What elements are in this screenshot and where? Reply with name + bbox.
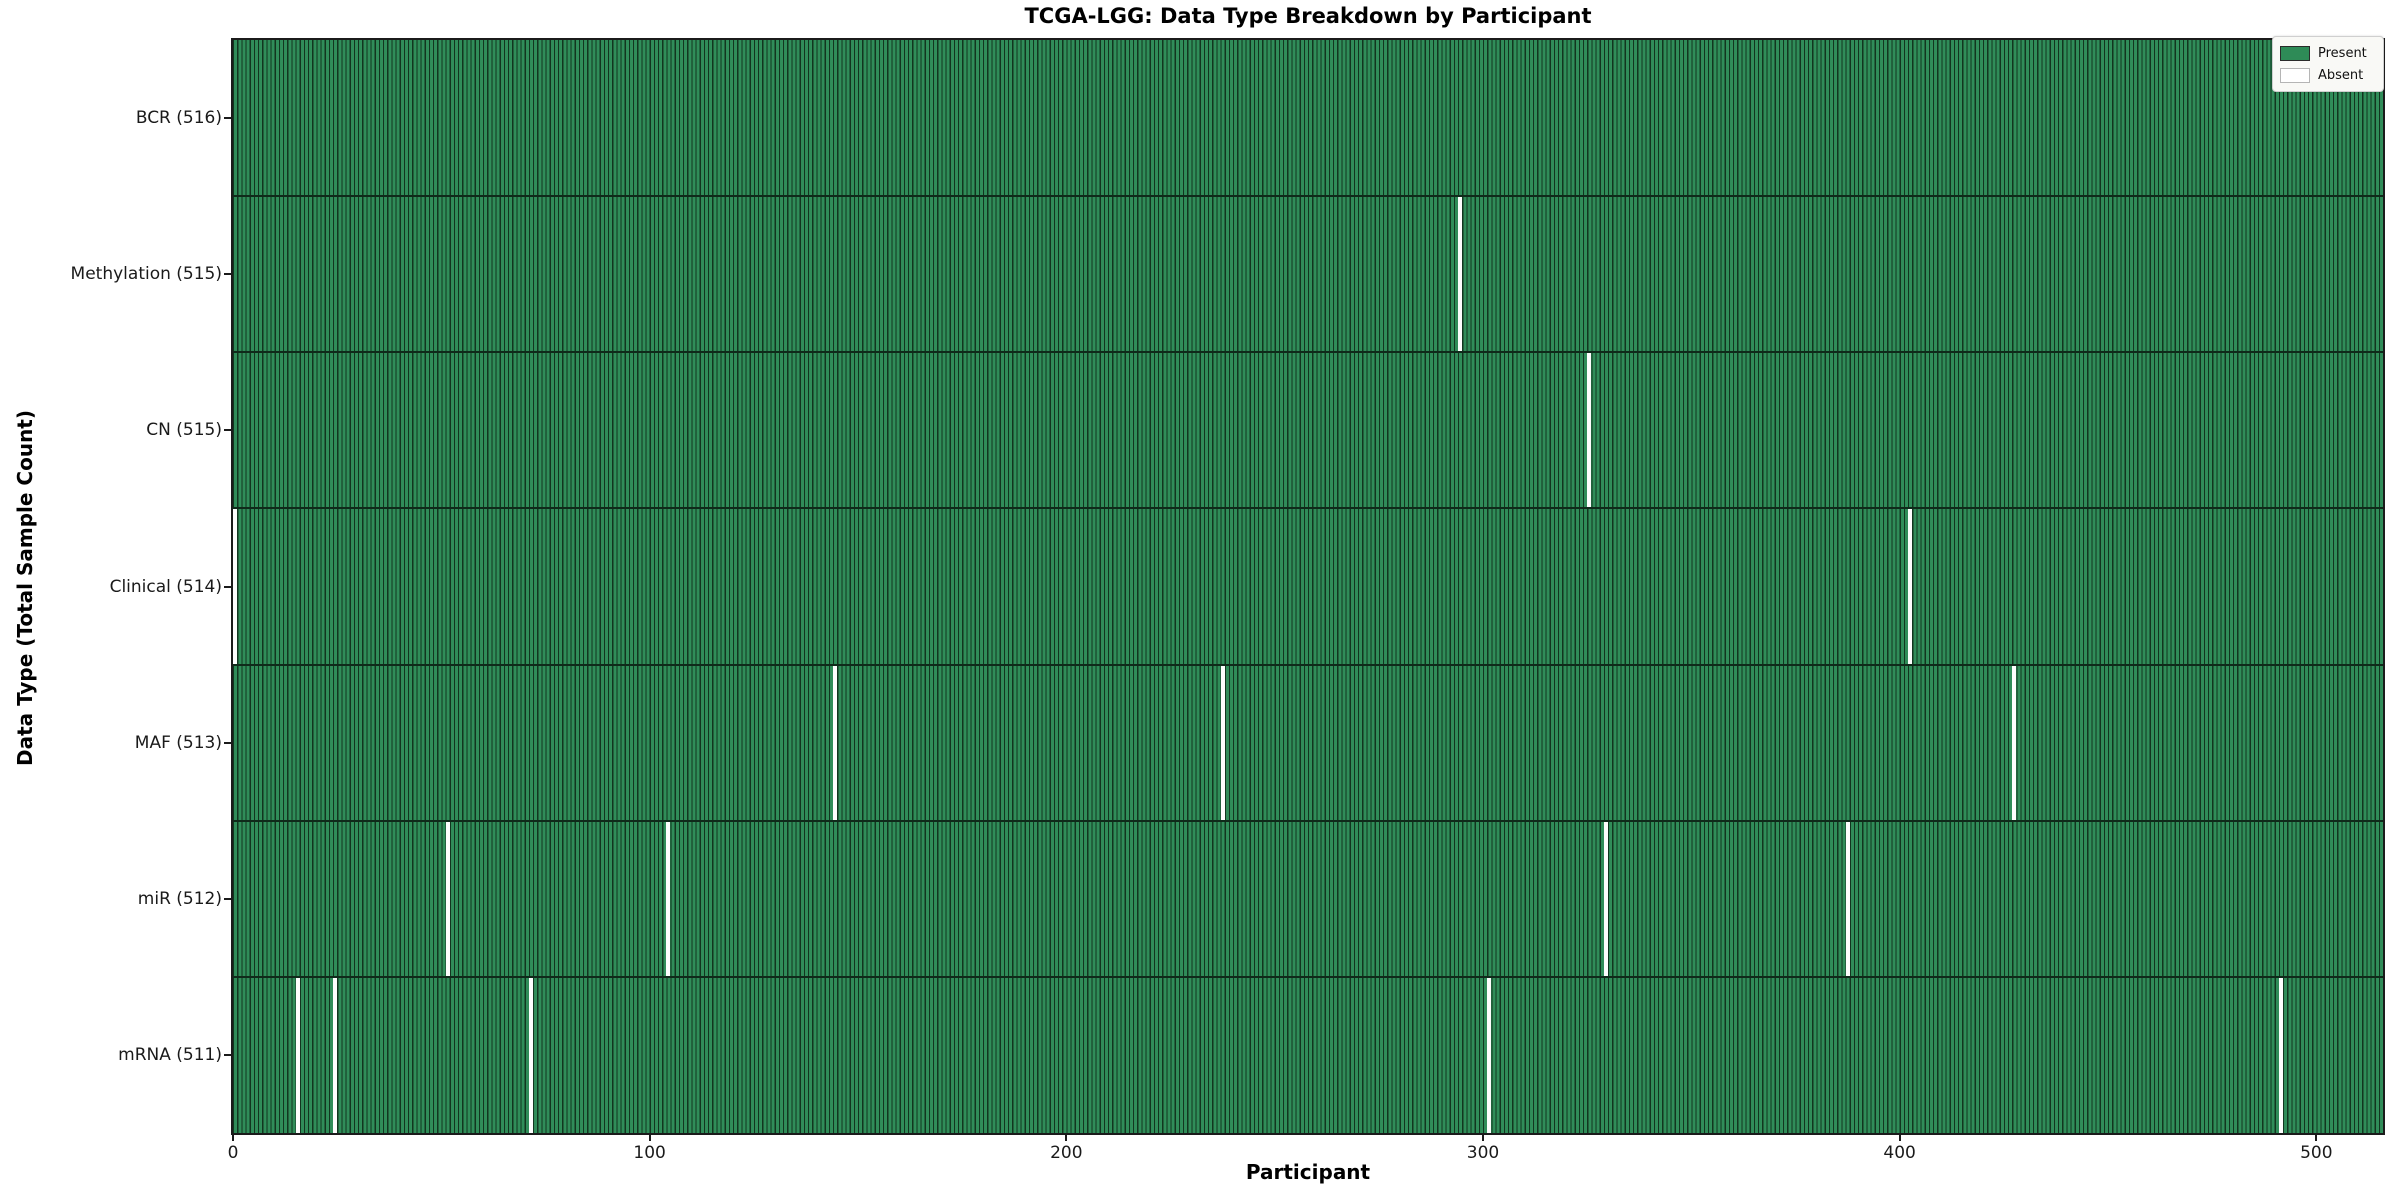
x-tick-0 (232, 1133, 234, 1141)
legend-swatch-present (2280, 45, 2310, 61)
x-tick-label-300: 300 (1466, 1143, 1500, 1163)
y-tick-mir (224, 897, 232, 900)
y-tick-cn (224, 429, 232, 432)
row-separator (233, 663, 2383, 666)
absent-gap-mir-387 (1845, 820, 1850, 977)
legend-label-absent: Absent (2318, 67, 2364, 83)
absent-gap-maf-427 (2012, 664, 2017, 821)
x-tick-500 (2315, 1133, 2318, 1141)
heatmap-row-mrna (233, 976, 2383, 1133)
absent-gap-mrna-71 (528, 976, 533, 1133)
absent-gap-mir-51 (445, 820, 450, 977)
y-tick-maf (224, 741, 232, 744)
x-tick-label-500: 500 (2300, 1143, 2333, 1163)
plot-area (231, 38, 2385, 1135)
y-tick-label-clinical: Clinical (514) (109, 576, 222, 597)
heatmap-row-maf (233, 664, 2383, 821)
heatmap-row-clinical (233, 508, 2383, 665)
absent-gap-maf-237 (1220, 664, 1225, 821)
legend-item-absent: Absent (2280, 64, 2376, 86)
row-separator (233, 507, 2383, 510)
y-tick-bcr (224, 117, 232, 120)
x-tick-label-400: 400 (1883, 1143, 1916, 1163)
absent-gap-cn-325 (1587, 352, 1592, 509)
chart-title: TCGA-LGG: Data Type Breakdown by Partici… (1024, 4, 1592, 28)
legend-label-present: Present (2318, 45, 2367, 61)
heatmap-row-mir (233, 820, 2383, 977)
absent-gap-mrna-15 (295, 976, 300, 1133)
x-tick-300 (1482, 1133, 1484, 1141)
y-tick-mrna (224, 1053, 232, 1056)
y-tick-label-maf: MAF (513) (134, 732, 222, 753)
x-tick-400 (1898, 1133, 1901, 1141)
absent-gap-clinical-402 (1908, 508, 1913, 665)
absent-gap-methylation-294 (1458, 196, 1463, 353)
x-axis-label: Participant (1245, 1160, 1371, 1184)
row-separator (233, 351, 2383, 354)
x-tick-label-100: 100 (633, 1143, 666, 1163)
x-tick-100 (648, 1133, 651, 1141)
row-separator (233, 195, 2383, 198)
legend-swatch-absent (2280, 67, 2310, 83)
y-tick-label-bcr: BCR (516) (135, 108, 222, 129)
legend: Present Absent (2272, 36, 2384, 92)
row-separator (233, 975, 2383, 978)
y-tick-label-methylation: Methylation (515) (70, 264, 222, 285)
y-tick-label-cn: CN (515) (146, 420, 222, 441)
heatmap-row-bcr (233, 40, 2383, 197)
absent-gap-maf-144 (833, 664, 838, 821)
absent-gap-mrna-301 (1487, 976, 1492, 1133)
y-tick-label-mrna: mRNA (511) (118, 1044, 222, 1065)
x-tick-label-0: 0 (227, 1143, 239, 1163)
x-tick-200 (1065, 1133, 1068, 1141)
heatmap-row-methylation (233, 196, 2383, 353)
y-tick-label-mir: miR (512) (137, 888, 222, 909)
y-tick-methylation (224, 273, 232, 276)
absent-gap-mrna-24 (333, 976, 338, 1133)
x-tick-label-200: 200 (1050, 1143, 1083, 1163)
row-separator (233, 819, 2383, 822)
absent-gap-mrna-491 (2278, 976, 2283, 1133)
y-tick-clinical (224, 585, 232, 588)
heatmap-row-cn (233, 352, 2383, 509)
y-axis-label: Data Type (Total Sample Count) (13, 409, 37, 767)
legend-item-present: Present (2280, 42, 2376, 64)
absent-gap-clinical-0 (233, 508, 238, 665)
absent-gap-mir-104 (666, 820, 671, 977)
absent-gap-mir-329 (1603, 820, 1608, 977)
